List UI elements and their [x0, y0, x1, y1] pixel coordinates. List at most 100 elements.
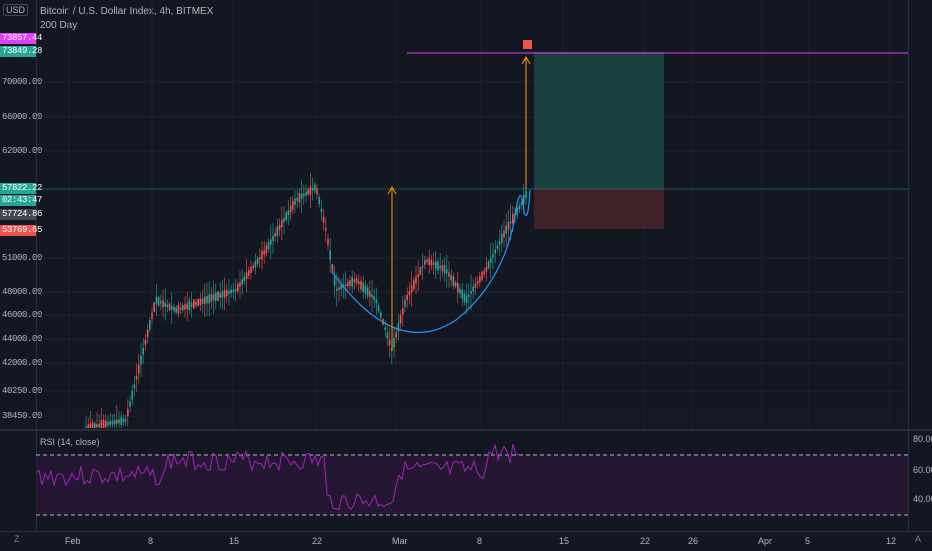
- candle-body: [419, 267, 422, 276]
- candle-body: [292, 201, 294, 210]
- candle-body: [470, 291, 472, 294]
- candle-body: [503, 230, 505, 238]
- candle-body: [465, 295, 468, 304]
- candle-body: [270, 239, 272, 245]
- entry-price-tag: 57724.86: [0, 209, 43, 220]
- candle-body: [226, 290, 228, 296]
- candle-body: [276, 226, 279, 236]
- candle-body: [410, 285, 413, 293]
- indicator-label: 200 Day: [40, 20, 78, 31]
- candle-body: [307, 189, 309, 195]
- candle-body: [294, 198, 296, 205]
- candle-body: [283, 217, 285, 223]
- stop-price-tag: 53769.65: [0, 225, 43, 236]
- candle-body: [395, 332, 397, 338]
- candle-body: [322, 216, 325, 223]
- price-axis-right[interactable]: [908, 0, 932, 531]
- loss-zone: [534, 189, 664, 229]
- candle-body: [349, 280, 351, 286]
- rsi-pane[interactable]: [36, 431, 908, 531]
- candle-body: [289, 205, 292, 213]
- candle-body: [173, 306, 175, 312]
- candle-body: [91, 422, 94, 428]
- rsi-level-60: 60.00: [913, 465, 932, 475]
- time-axis-label: 8: [148, 536, 154, 546]
- candle-body: [371, 294, 373, 298]
- candle-body: [311, 187, 314, 191]
- arrow-head-right: [521, 55, 531, 65]
- candle-body: [490, 257, 492, 264]
- candle-body: [197, 299, 199, 307]
- auto-scale-icon[interactable]: A: [915, 534, 922, 544]
- candle-body: [492, 254, 494, 258]
- candle-body: [168, 303, 171, 310]
- candle-body: [364, 285, 367, 294]
- time-axis-label: 26: [688, 536, 699, 546]
- candle-body: [377, 305, 380, 311]
- candle-body: [267, 242, 270, 250]
- candle-body: [501, 233, 503, 243]
- candle-body: [219, 292, 221, 298]
- candle-body: [388, 339, 391, 346]
- candle-body: [516, 207, 518, 215]
- candle-body: [122, 418, 125, 423]
- candle-body: [327, 239, 329, 245]
- candle-body: [162, 299, 164, 308]
- countdown-tag: 02:43:47: [0, 195, 43, 206]
- cup-pattern: [331, 189, 531, 334]
- candle-body: [239, 282, 241, 287]
- candle-body: [245, 272, 248, 280]
- candle-body: [520, 202, 523, 206]
- candle-body: [107, 421, 109, 426]
- candle-body: [263, 250, 265, 255]
- time-axis-label: 15: [229, 536, 240, 546]
- candle-body: [355, 278, 358, 283]
- candle-body: [85, 426, 87, 428]
- candle-body: [212, 294, 215, 301]
- candle-body: [138, 364, 140, 374]
- candle-body: [454, 282, 457, 287]
- main-chart[interactable]: [36, 0, 908, 428]
- candle-body: [116, 419, 118, 424]
- price-axis-label: 44000.00: [2, 334, 43, 344]
- candle-body: [208, 294, 210, 304]
- candle-body: [155, 296, 158, 304]
- candle-body: [439, 266, 441, 269]
- price-axis-left[interactable]: USD: [0, 0, 37, 531]
- candle-body: [353, 279, 356, 283]
- candle-body: [507, 222, 510, 230]
- candle-body: [265, 245, 268, 254]
- price-axis-label: 70000.00: [2, 77, 43, 87]
- candle-body: [366, 287, 369, 296]
- candle-body: [525, 190, 527, 198]
- candle-body: [195, 301, 197, 306]
- rsi-band: [36, 455, 908, 515]
- timezone-icon[interactable]: Z: [14, 534, 20, 544]
- time-axis[interactable]: Z Feb 8 15 22 Mar 8 15 22 26 Apr 5 12 A: [0, 531, 932, 551]
- candle-body: [373, 296, 375, 301]
- candle-body: [472, 286, 474, 292]
- price-axis-label: 42000.00: [2, 358, 43, 368]
- candle-body: [413, 279, 415, 290]
- candle-body: [230, 289, 232, 294]
- candle-body: [160, 301, 162, 304]
- candle-body: [496, 245, 499, 249]
- candle-body: [285, 212, 287, 221]
- last-price-tag: 57822.22: [0, 183, 43, 194]
- time-axis-label: 22: [312, 536, 323, 546]
- price-axis-label: 38450.00: [2, 411, 43, 421]
- candle-body: [221, 291, 224, 298]
- candle-body: [256, 258, 259, 264]
- candle-body: [384, 327, 386, 330]
- candle-body: [457, 282, 459, 293]
- candle-body: [336, 288, 338, 291]
- pane-separator[interactable]: [0, 429, 932, 431]
- candle-body: [476, 281, 479, 285]
- candle-body: [237, 283, 239, 292]
- candle-body: [329, 250, 331, 260]
- candle-body: [171, 306, 173, 310]
- time-axis-label: Feb: [65, 536, 81, 546]
- candle-body: [523, 194, 525, 204]
- time-axis-label: 12: [886, 536, 897, 546]
- currency-button[interactable]: USD: [3, 4, 29, 16]
